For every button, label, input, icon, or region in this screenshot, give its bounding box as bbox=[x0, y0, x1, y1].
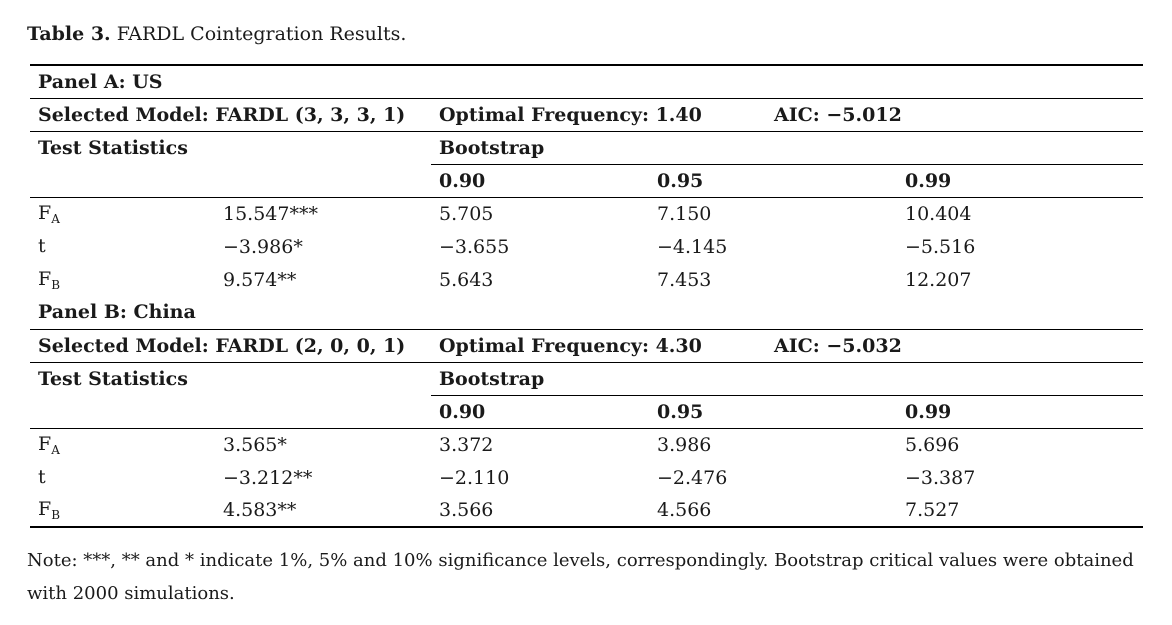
bootstrap-header: Bootstrap bbox=[431, 361, 1144, 395]
table-row: t −3.212** −2.110 −2.476 −3.387 bbox=[30, 461, 1143, 494]
critical-090: −2.110 bbox=[439, 466, 510, 489]
critical-099: −3.387 bbox=[905, 466, 976, 489]
stat-value: 9.574** bbox=[223, 268, 297, 291]
panel-b-model-row: Selected Model: FARDL (2, 0, 0, 1) Optim… bbox=[30, 328, 1144, 362]
critical-095: 7.150 bbox=[649, 196, 897, 230]
panel-b-title-row: Panel B: China bbox=[30, 296, 1143, 329]
stat-name: FA bbox=[30, 427, 215, 461]
critical-090: 3.372 bbox=[431, 427, 649, 461]
stat-name: t bbox=[38, 465, 46, 488]
level-095: 0.95 bbox=[649, 394, 897, 428]
critical-099: 5.696 bbox=[897, 427, 1144, 461]
critical-095: 4.566 bbox=[649, 494, 897, 528]
aic-value: AIC: −5.032 bbox=[649, 328, 1144, 362]
panel-a-levels-row: 0.90 0.95 0.99 bbox=[30, 163, 1144, 197]
critical-090: 3.566 bbox=[431, 494, 649, 528]
critical-095: −2.476 bbox=[657, 466, 728, 489]
critical-095: −4.145 bbox=[657, 235, 728, 258]
stat-value: −3.986* bbox=[223, 235, 303, 258]
panel-a-model-row: Selected Model: FARDL (3, 3, 3, 1) Optim… bbox=[30, 97, 1144, 131]
stat-value: 3.565* bbox=[215, 427, 431, 461]
stat-value: 4.583** bbox=[215, 494, 431, 528]
test-statistics-header: Test Statistics bbox=[30, 361, 431, 395]
caption-text: FARDL Cointegration Results. bbox=[116, 23, 407, 45]
panel-title: Panel B: China bbox=[38, 301, 196, 324]
stat-name: FB bbox=[30, 494, 215, 528]
panel-b-header-row: Test Statistics Bootstrap bbox=[30, 361, 1144, 395]
stat-value: −3.212** bbox=[223, 466, 313, 489]
stat-value: 15.547*** bbox=[215, 196, 431, 230]
level-099: 0.99 bbox=[897, 394, 1144, 428]
critical-095: 7.453 bbox=[657, 268, 712, 291]
table-note: Note: ***, ** and * indicate 1%, 5% and … bbox=[27, 550, 1134, 604]
panel-a-title-row: Panel A: US bbox=[30, 64, 1144, 98]
table-row: FB 9.574** 5.643 7.453 12.207 bbox=[30, 263, 1143, 296]
critical-099: −5.516 bbox=[905, 235, 976, 258]
panel-title: Panel A: US bbox=[30, 64, 1144, 98]
table-row: FA 3.565* 3.372 3.986 5.696 bbox=[30, 427, 1144, 461]
cointegration-results-table: Panel A: US Selected Model: FARDL (3, 3,… bbox=[30, 64, 1144, 528]
level-095: 0.95 bbox=[649, 163, 897, 197]
selected-model: Selected Model: FARDL (3, 3, 3, 1) bbox=[30, 97, 431, 131]
aic-value: AIC: −5.012 bbox=[649, 97, 1144, 131]
table-row: t −3.986* −3.655 −4.145 −5.516 bbox=[30, 230, 1143, 263]
panel-a-header-row: Test Statistics Bootstrap bbox=[30, 130, 1144, 164]
test-statistics-header: Test Statistics bbox=[30, 130, 431, 164]
stat-name: t bbox=[38, 234, 46, 257]
critical-099: 10.404 bbox=[897, 196, 1144, 230]
stat-name: FA bbox=[30, 196, 215, 230]
level-090: 0.90 bbox=[431, 163, 649, 197]
critical-099: 7.527 bbox=[897, 494, 1144, 528]
panel-b-levels-row: 0.90 0.95 0.99 bbox=[30, 394, 1144, 428]
table-caption: Table 3. FARDL Cointegration Results. bbox=[27, 23, 406, 45]
table-row: FA 15.547*** 5.705 7.150 10.404 bbox=[30, 196, 1144, 230]
critical-090: 5.705 bbox=[431, 196, 649, 230]
table-row: FB 4.583** 3.566 4.566 7.527 bbox=[30, 494, 1144, 528]
level-090: 0.90 bbox=[431, 394, 649, 428]
level-099: 0.99 bbox=[897, 163, 1144, 197]
caption-label: Table 3. bbox=[27, 23, 111, 45]
optimal-frequency: Optimal Frequency: 1.40 bbox=[431, 97, 702, 131]
critical-099: 12.207 bbox=[905, 268, 972, 291]
critical-090: 5.643 bbox=[439, 268, 494, 291]
optimal-frequency: Optimal Frequency: 4.30 bbox=[431, 328, 702, 362]
critical-095: 3.986 bbox=[649, 427, 897, 461]
selected-model: Selected Model: FARDL (2, 0, 0, 1) bbox=[30, 328, 431, 362]
stat-name: FB bbox=[38, 267, 61, 292]
bootstrap-header: Bootstrap bbox=[431, 130, 1144, 164]
critical-090: −3.655 bbox=[439, 235, 510, 258]
